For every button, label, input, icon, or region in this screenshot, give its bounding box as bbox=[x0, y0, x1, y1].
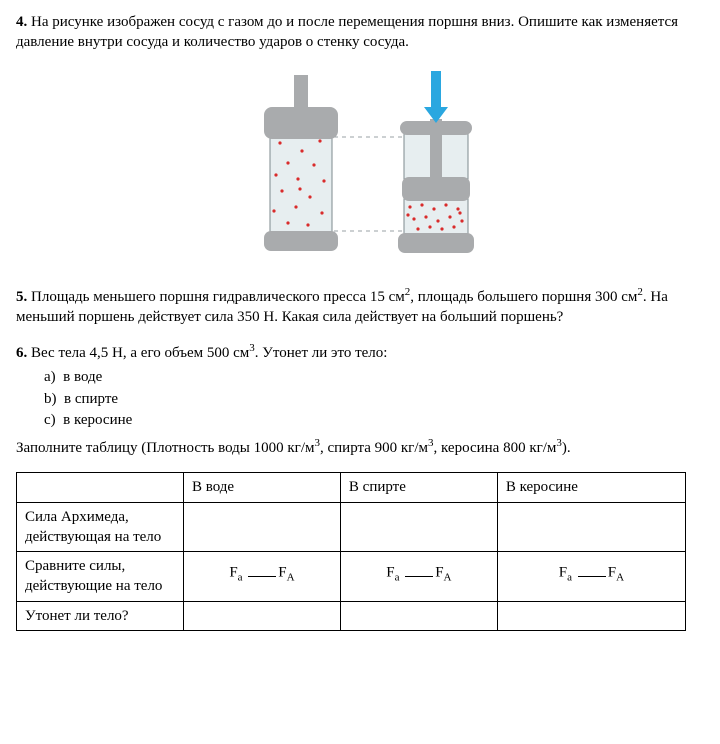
q6-options: a) в воде b) в спирте c) в керосине bbox=[44, 367, 704, 430]
table-header-row: В воде В спирте В керосине bbox=[17, 473, 686, 502]
row2-c3: Fa FA bbox=[497, 552, 685, 602]
s1: a bbox=[567, 572, 572, 584]
row1-c3 bbox=[497, 502, 685, 552]
q6-part2: . Утонет ли это тело: bbox=[255, 345, 388, 361]
blank-line bbox=[578, 562, 606, 577]
row2-c1: Fa FA bbox=[184, 552, 341, 602]
th-water: В воде bbox=[184, 473, 341, 502]
problem-4: 4. На рисунке изображен сосуд с газом до… bbox=[16, 12, 704, 53]
blank-line bbox=[405, 562, 433, 577]
blank-line bbox=[248, 562, 276, 577]
piston-diagram bbox=[16, 71, 704, 261]
q6-option-c: c) в керосине bbox=[44, 410, 704, 430]
table-row: Сравните силы, действующие на тело Fa FA… bbox=[17, 552, 686, 602]
f2: F bbox=[435, 565, 443, 581]
fill-p3: , керосина 800 кг/м bbox=[434, 440, 557, 456]
row1-c1 bbox=[184, 502, 341, 552]
f2: F bbox=[608, 565, 616, 581]
diagram-svg bbox=[210, 71, 510, 261]
f2: F bbox=[278, 565, 286, 581]
q5-number: 5. bbox=[16, 289, 27, 305]
row1-c2 bbox=[340, 502, 497, 552]
row3-c3 bbox=[497, 601, 685, 630]
q4-number: 4. bbox=[16, 14, 27, 30]
f1: F bbox=[386, 565, 394, 581]
th-spirit: В спирте bbox=[340, 473, 497, 502]
s1: a bbox=[238, 572, 243, 584]
opt-b-letter: b) bbox=[44, 391, 57, 407]
opt-b-text: в спирте bbox=[64, 391, 118, 407]
problem-6: 6. Вес тела 4,5 Н, а его объем 500 см3. … bbox=[16, 341, 704, 458]
row2-c2: Fa FA bbox=[340, 552, 497, 602]
q6-fill-instruction: Заполните таблицу (Плотность воды 1000 к… bbox=[16, 436, 704, 458]
opt-c-letter: c) bbox=[44, 412, 56, 428]
q6-line1: 6. Вес тела 4,5 Н, а его объем 500 см3. … bbox=[16, 341, 704, 363]
table-row: Утонет ли тело? bbox=[17, 601, 686, 630]
problem-5: 5. Площадь меньшего поршня гидравлическо… bbox=[16, 285, 704, 328]
row3-c1 bbox=[184, 601, 341, 630]
fill-p4: ). bbox=[562, 440, 571, 456]
fill-p2: , спирта 900 кг/м bbox=[320, 440, 428, 456]
fill-p1: Заполните таблицу (Плотность воды 1000 к… bbox=[16, 440, 314, 456]
opt-a-letter: a) bbox=[44, 369, 56, 385]
q6-option-b: b) в спирте bbox=[44, 389, 704, 409]
th-kerosene: В керосине bbox=[497, 473, 685, 502]
th-blank bbox=[17, 473, 184, 502]
s1: a bbox=[395, 572, 400, 584]
q5-part1: Площадь меньшего поршня гидравлического … bbox=[31, 289, 405, 305]
row2-label: Сравните силы, действующие на тело bbox=[17, 552, 184, 602]
s2: A bbox=[444, 572, 452, 584]
opt-c-text: в керосине bbox=[63, 412, 132, 428]
f1: F bbox=[229, 565, 237, 581]
opt-a-text: в воде bbox=[63, 369, 102, 385]
q5-part2: , площадь большего поршня 300 см bbox=[410, 289, 637, 305]
row3-label: Утонет ли тело? bbox=[17, 601, 184, 630]
row3-c2 bbox=[340, 601, 497, 630]
comparison-table: В воде В спирте В керосине Сила Архимеда… bbox=[16, 472, 686, 631]
f1: F bbox=[559, 565, 567, 581]
q6-part1: Вес тела 4,5 Н, а его объем 500 см bbox=[31, 345, 249, 361]
q6-number: 6. bbox=[16, 345, 27, 361]
q4-text: На рисунке изображен сосуд с газом до и … bbox=[16, 14, 678, 50]
row1-label: Сила Архимеда, действующая на тело bbox=[17, 502, 184, 552]
q6-option-a: a) в воде bbox=[44, 367, 704, 387]
s2: A bbox=[287, 572, 295, 584]
s2: A bbox=[616, 572, 624, 584]
table-row: Сила Архимеда, действующая на тело bbox=[17, 502, 686, 552]
